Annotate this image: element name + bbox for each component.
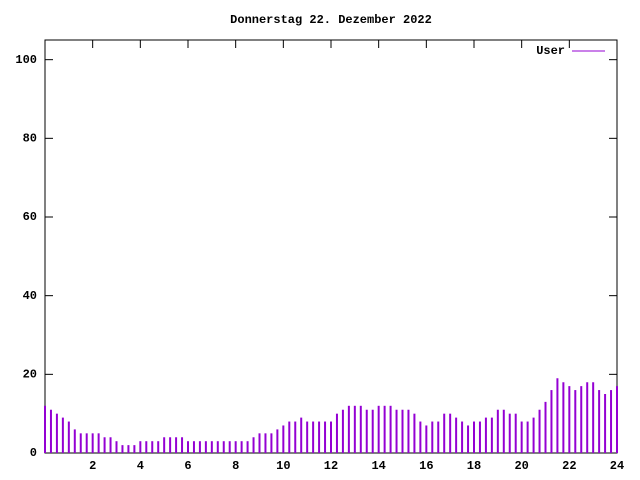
x-tick-label: 10 [276,459,290,473]
y-tick-label: 40 [23,289,37,303]
x-tick-label: 8 [232,459,239,473]
legend-label: User [536,44,565,58]
y-tick-label: 80 [23,132,37,146]
y-tick-label: 60 [23,210,37,224]
x-tick-label: 4 [137,459,144,473]
chart-title: Donnerstag 22. Dezember 2022 [230,13,432,27]
x-tick-label: 12 [324,459,338,473]
x-tick-label: 20 [514,459,528,473]
x-tick-label: 22 [562,459,576,473]
y-tick-label: 20 [23,368,37,382]
x-tick-label: 14 [371,459,385,473]
y-tick-label: 0 [30,446,37,460]
x-tick-label: 2 [89,459,96,473]
x-tick-label: 18 [467,459,481,473]
y-tick-label: 100 [15,53,37,67]
x-tick-label: 16 [419,459,433,473]
x-tick-label: 24 [610,459,624,473]
x-tick-label: 6 [184,459,191,473]
